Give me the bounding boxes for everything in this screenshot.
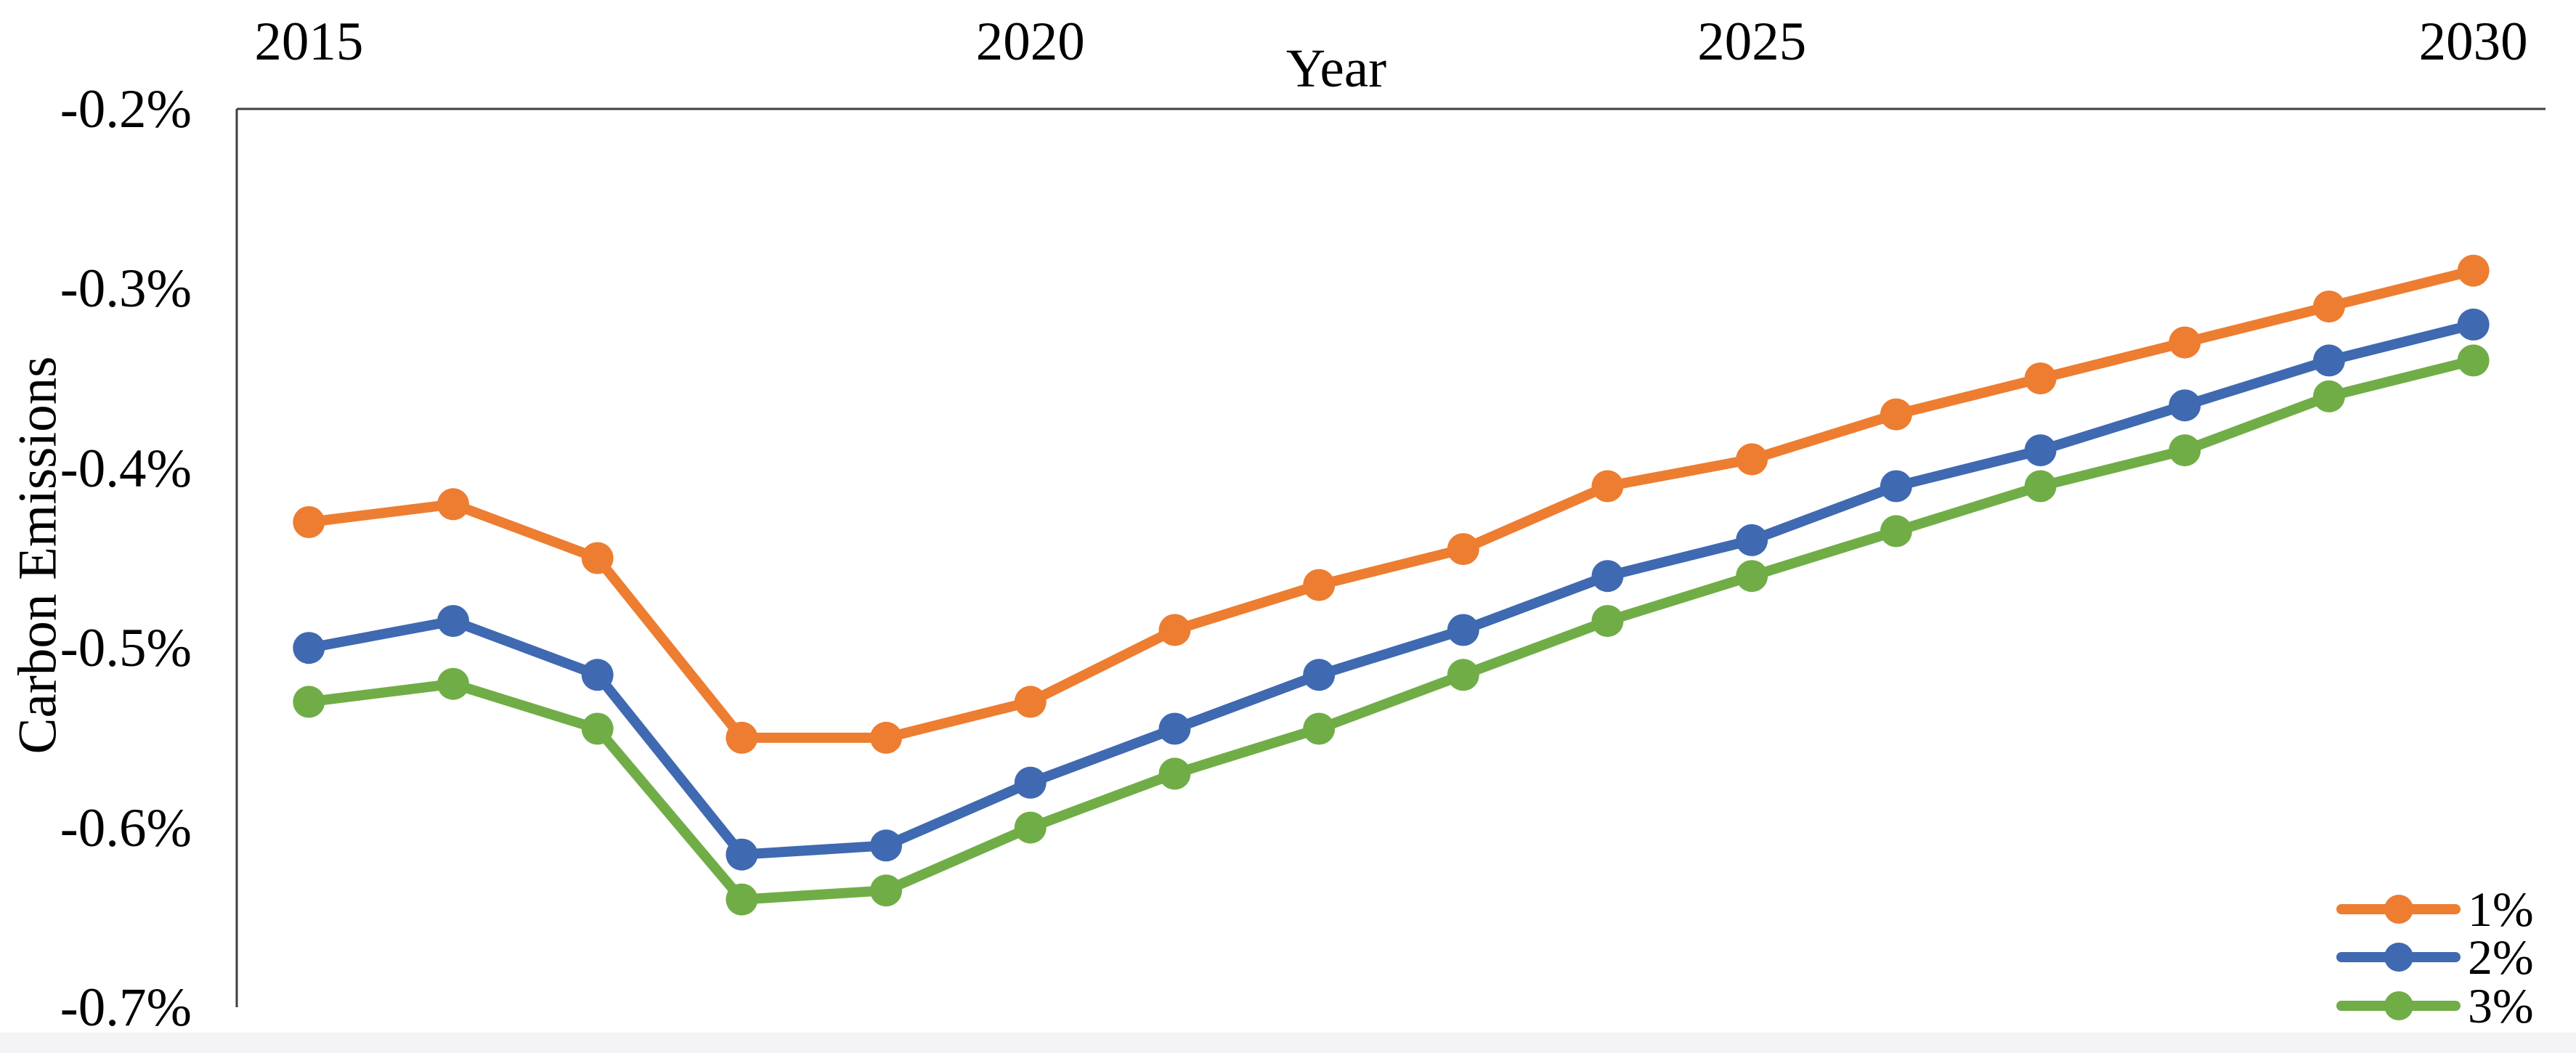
legend-marker-dot	[2384, 991, 2413, 1020]
data-point-2%-2029	[2313, 344, 2345, 377]
data-point-1%-2023	[1447, 533, 1479, 566]
data-point-2%-2027	[2024, 434, 2057, 467]
x-tick-label-2025: 2025	[1697, 12, 1807, 72]
legend-line-sample	[2336, 943, 2461, 972]
x-tick-label-2015: 2015	[254, 12, 364, 72]
legend-entry-1%: 1%	[2336, 882, 2534, 937]
data-point-1%-2028	[2169, 326, 2201, 359]
data-point-1%-2029	[2313, 290, 2345, 323]
legend-marker-dot	[2384, 895, 2413, 924]
data-point-2%-2021	[1158, 712, 1191, 745]
y-tick-label--0.3%: -0.3%	[60, 259, 192, 320]
data-point-2%-2022	[1303, 659, 1336, 691]
data-point-3%-2017	[581, 712, 614, 745]
legend-entry-2%: 2%	[2336, 930, 2534, 985]
series-line-1%	[304, 265, 2479, 743]
data-point-3%-2021	[1158, 757, 1191, 790]
series-line-3%	[304, 355, 2479, 905]
data-point-3%-2022	[1303, 712, 1336, 745]
data-point-2%-2016	[437, 605, 469, 638]
legend-marker-dot	[2384, 943, 2413, 972]
series-line-2%	[304, 319, 2479, 860]
data-point-1%-2026	[1880, 398, 1912, 431]
legend-line-sample	[2336, 991, 2461, 1020]
data-point-3%-2025	[1736, 560, 1768, 593]
data-point-2%-2024	[1591, 560, 1624, 593]
data-point-1%-2021	[1158, 614, 1191, 646]
data-point-1%-2017	[581, 542, 614, 574]
legend-label: 2%	[2468, 930, 2534, 985]
footer-strip	[0, 1033, 2576, 1053]
data-point-1%-2024	[1591, 470, 1624, 503]
data-point-3%-2015	[293, 686, 325, 718]
data-point-3%-2029	[2313, 380, 2345, 412]
data-point-2%-2025	[1736, 524, 1768, 556]
x-axis-title: Year	[1285, 38, 1387, 99]
data-point-2%-2015	[293, 632, 325, 664]
x-tick-label-2030: 2030	[2418, 12, 2528, 72]
data-point-2%-2017	[581, 659, 614, 691]
data-point-2%-2023	[1447, 614, 1479, 646]
data-point-2%-2019	[870, 829, 903, 862]
data-point-2%-2028	[2169, 389, 2201, 422]
y-tick-label--0.5%: -0.5%	[60, 618, 192, 679]
data-point-3%-2020	[1014, 811, 1047, 844]
legend-label: 1%	[2468, 882, 2534, 937]
data-point-1%-2025	[1736, 443, 1768, 476]
data-point-2%-2026	[1880, 470, 1912, 503]
data-point-3%-2028	[2169, 434, 2201, 467]
y-axis-title: Carbon Emissions	[7, 356, 68, 755]
data-point-1%-2020	[1014, 686, 1047, 718]
data-point-3%-2016	[437, 667, 469, 700]
data-point-3%-2024	[1591, 605, 1624, 638]
data-point-2%-2030	[2457, 308, 2490, 341]
y-tick-label--0.7%: -0.7%	[60, 977, 192, 1038]
legend-label: 3%	[2468, 978, 2534, 1033]
data-point-3%-2019	[870, 874, 903, 907]
data-point-1%-2030	[2457, 254, 2490, 287]
y-tick-label--0.2%: -0.2%	[60, 79, 192, 139]
data-point-1%-2015	[293, 506, 325, 538]
data-point-3%-2030	[2457, 344, 2490, 377]
data-point-1%-2016	[437, 488, 469, 521]
data-point-1%-2027	[2024, 362, 2057, 395]
data-point-3%-2027	[2024, 470, 2057, 503]
data-point-3%-2023	[1447, 659, 1479, 691]
data-point-1%-2022	[1303, 569, 1336, 601]
y-tick-label--0.4%: -0.4%	[60, 438, 192, 499]
data-point-3%-2018	[726, 883, 758, 916]
y-tick-label--0.6%: -0.6%	[60, 797, 192, 858]
legend-entry-3%: 3%	[2336, 978, 2534, 1033]
data-point-1%-2018	[726, 721, 758, 754]
x-tick-label-2020: 2020	[975, 12, 1085, 72]
legend-line-sample	[2336, 895, 2461, 924]
data-point-3%-2026	[1880, 515, 1912, 548]
data-point-2%-2020	[1014, 766, 1047, 799]
data-point-2%-2018	[726, 838, 758, 871]
data-point-1%-2019	[870, 721, 903, 754]
